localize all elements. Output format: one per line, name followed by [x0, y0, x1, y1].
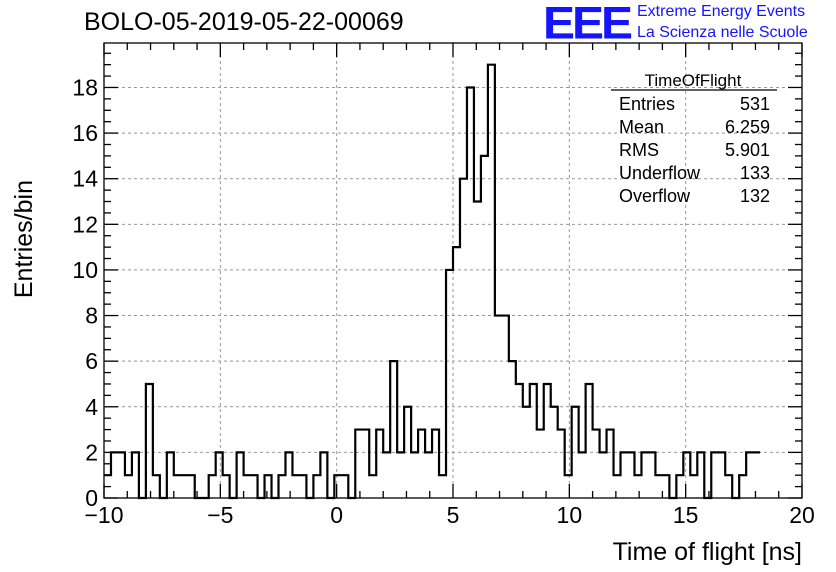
y-tick-labels: 0 2 4 6 8 10 12 14 16 18 [72, 74, 98, 511]
y-tick-label: 18 [72, 74, 98, 100]
histogram-bin [481, 156, 488, 498]
stats-value: 5.901 [725, 140, 770, 160]
x-tick-label: 15 [673, 502, 699, 528]
y-tick-label: 10 [72, 257, 98, 283]
stats-value: 531 [740, 94, 770, 114]
y-tick-label: 14 [72, 166, 98, 192]
y-tick-label: 4 [85, 394, 98, 420]
x-axis-label: Time of flight [ns] [613, 538, 802, 566]
histogram-bin [439, 475, 446, 498]
histogram-bin [397, 452, 404, 498]
histogram-bin [614, 475, 621, 498]
x-tick-label: 5 [447, 502, 460, 528]
histogram-bin [411, 452, 418, 498]
histogram-bin [600, 452, 607, 498]
stats-box: TimeOfFlight Entries 531 Mean 6.259 RMS 5.901… [611, 71, 777, 206]
histogram-bin [425, 452, 432, 498]
y-tick-label: 8 [85, 303, 98, 329]
logo-line-1: Extreme Energy Events [637, 3, 806, 20]
stats-label: Mean [619, 117, 664, 137]
stats-value: 6.259 [725, 117, 770, 137]
x-tick-label: −10 [84, 502, 123, 528]
histogram-line [104, 63, 761, 500]
histogram-bin [753, 452, 760, 498]
x-tick-label: 10 [557, 502, 583, 528]
histogram-series [104, 63, 761, 500]
histogram-bin [369, 475, 376, 498]
histogram-bin [244, 475, 251, 498]
histogram-bin [181, 475, 188, 498]
histogram-bin [383, 452, 390, 498]
x-tick-label: 20 [789, 502, 815, 528]
plot-title: BOLO-05-2019-05-22-00069 [84, 8, 404, 36]
stats-label: Entries [619, 94, 675, 114]
histogram-bin [174, 475, 181, 498]
y-tick-label: 16 [72, 120, 98, 146]
histogram-bin [565, 475, 572, 498]
histogram-bin [634, 475, 641, 498]
stats-label: RMS [619, 140, 659, 160]
y-tick-label: 6 [85, 348, 98, 374]
histogram-bin [453, 247, 460, 498]
histogram-bin [690, 475, 697, 498]
grid-lines [104, 43, 802, 498]
x-tick-labels: −10 −5 0 5 10 15 20 [84, 502, 814, 528]
histogram-bin [125, 475, 132, 498]
y-axis-label: Entries/bin [10, 180, 38, 298]
histogram-bin [655, 475, 662, 498]
y-tick-label: 2 [85, 439, 98, 465]
histogram-bin [579, 452, 586, 498]
stats-rows: Entries 531 Mean 6.259 RMS 5.901 Underflow 133 O… [619, 94, 770, 206]
y-tick-label: 12 [72, 211, 98, 237]
x-tick-label: −5 [207, 502, 233, 528]
histogram-bin [474, 202, 481, 498]
x-tick-label: 0 [330, 502, 343, 528]
histogram-bin [292, 475, 299, 498]
histogram-bin [537, 430, 544, 498]
stats-box-title: TimeOfFlight [645, 71, 742, 90]
stats-label: Overflow [619, 186, 691, 206]
logo-line-2: La Scienza nelle Scuole [637, 24, 808, 41]
axis-ticks [103, 43, 803, 499]
stats-value: 133 [740, 163, 770, 183]
stats-label: Underflow [619, 163, 701, 183]
stats-value: 132 [740, 186, 770, 206]
eee-logo: EEE [543, 0, 633, 49]
y-tick-label: 0 [85, 485, 98, 511]
